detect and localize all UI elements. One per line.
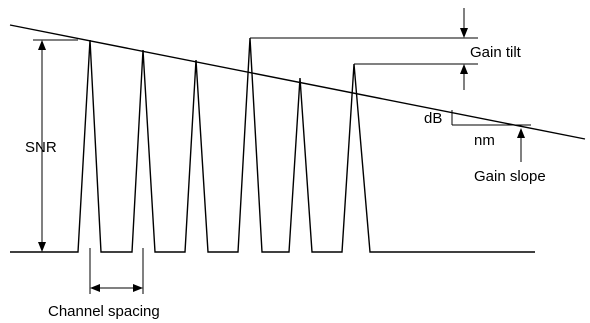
gain-tilt-label: Gain tilt: [470, 44, 522, 61]
gain-slope-label: Gain slope: [474, 168, 546, 185]
channel-spectrum: [10, 37, 535, 253]
gain-tilt-dimension: [250, 8, 478, 90]
snr-label: SNR: [25, 139, 57, 156]
gain-tilt-line: [9, 24, 586, 140]
nm-label: nm: [474, 132, 495, 149]
snr-dimension: [33, 39, 78, 252]
gain-slope-arrow: [517, 128, 525, 162]
channel-spacing-label: Channel spacing: [48, 303, 160, 320]
db-label: dB: [424, 110, 442, 127]
gain-slope-marker: [451, 110, 531, 126]
channel-spacing-dimension: [89, 248, 144, 294]
